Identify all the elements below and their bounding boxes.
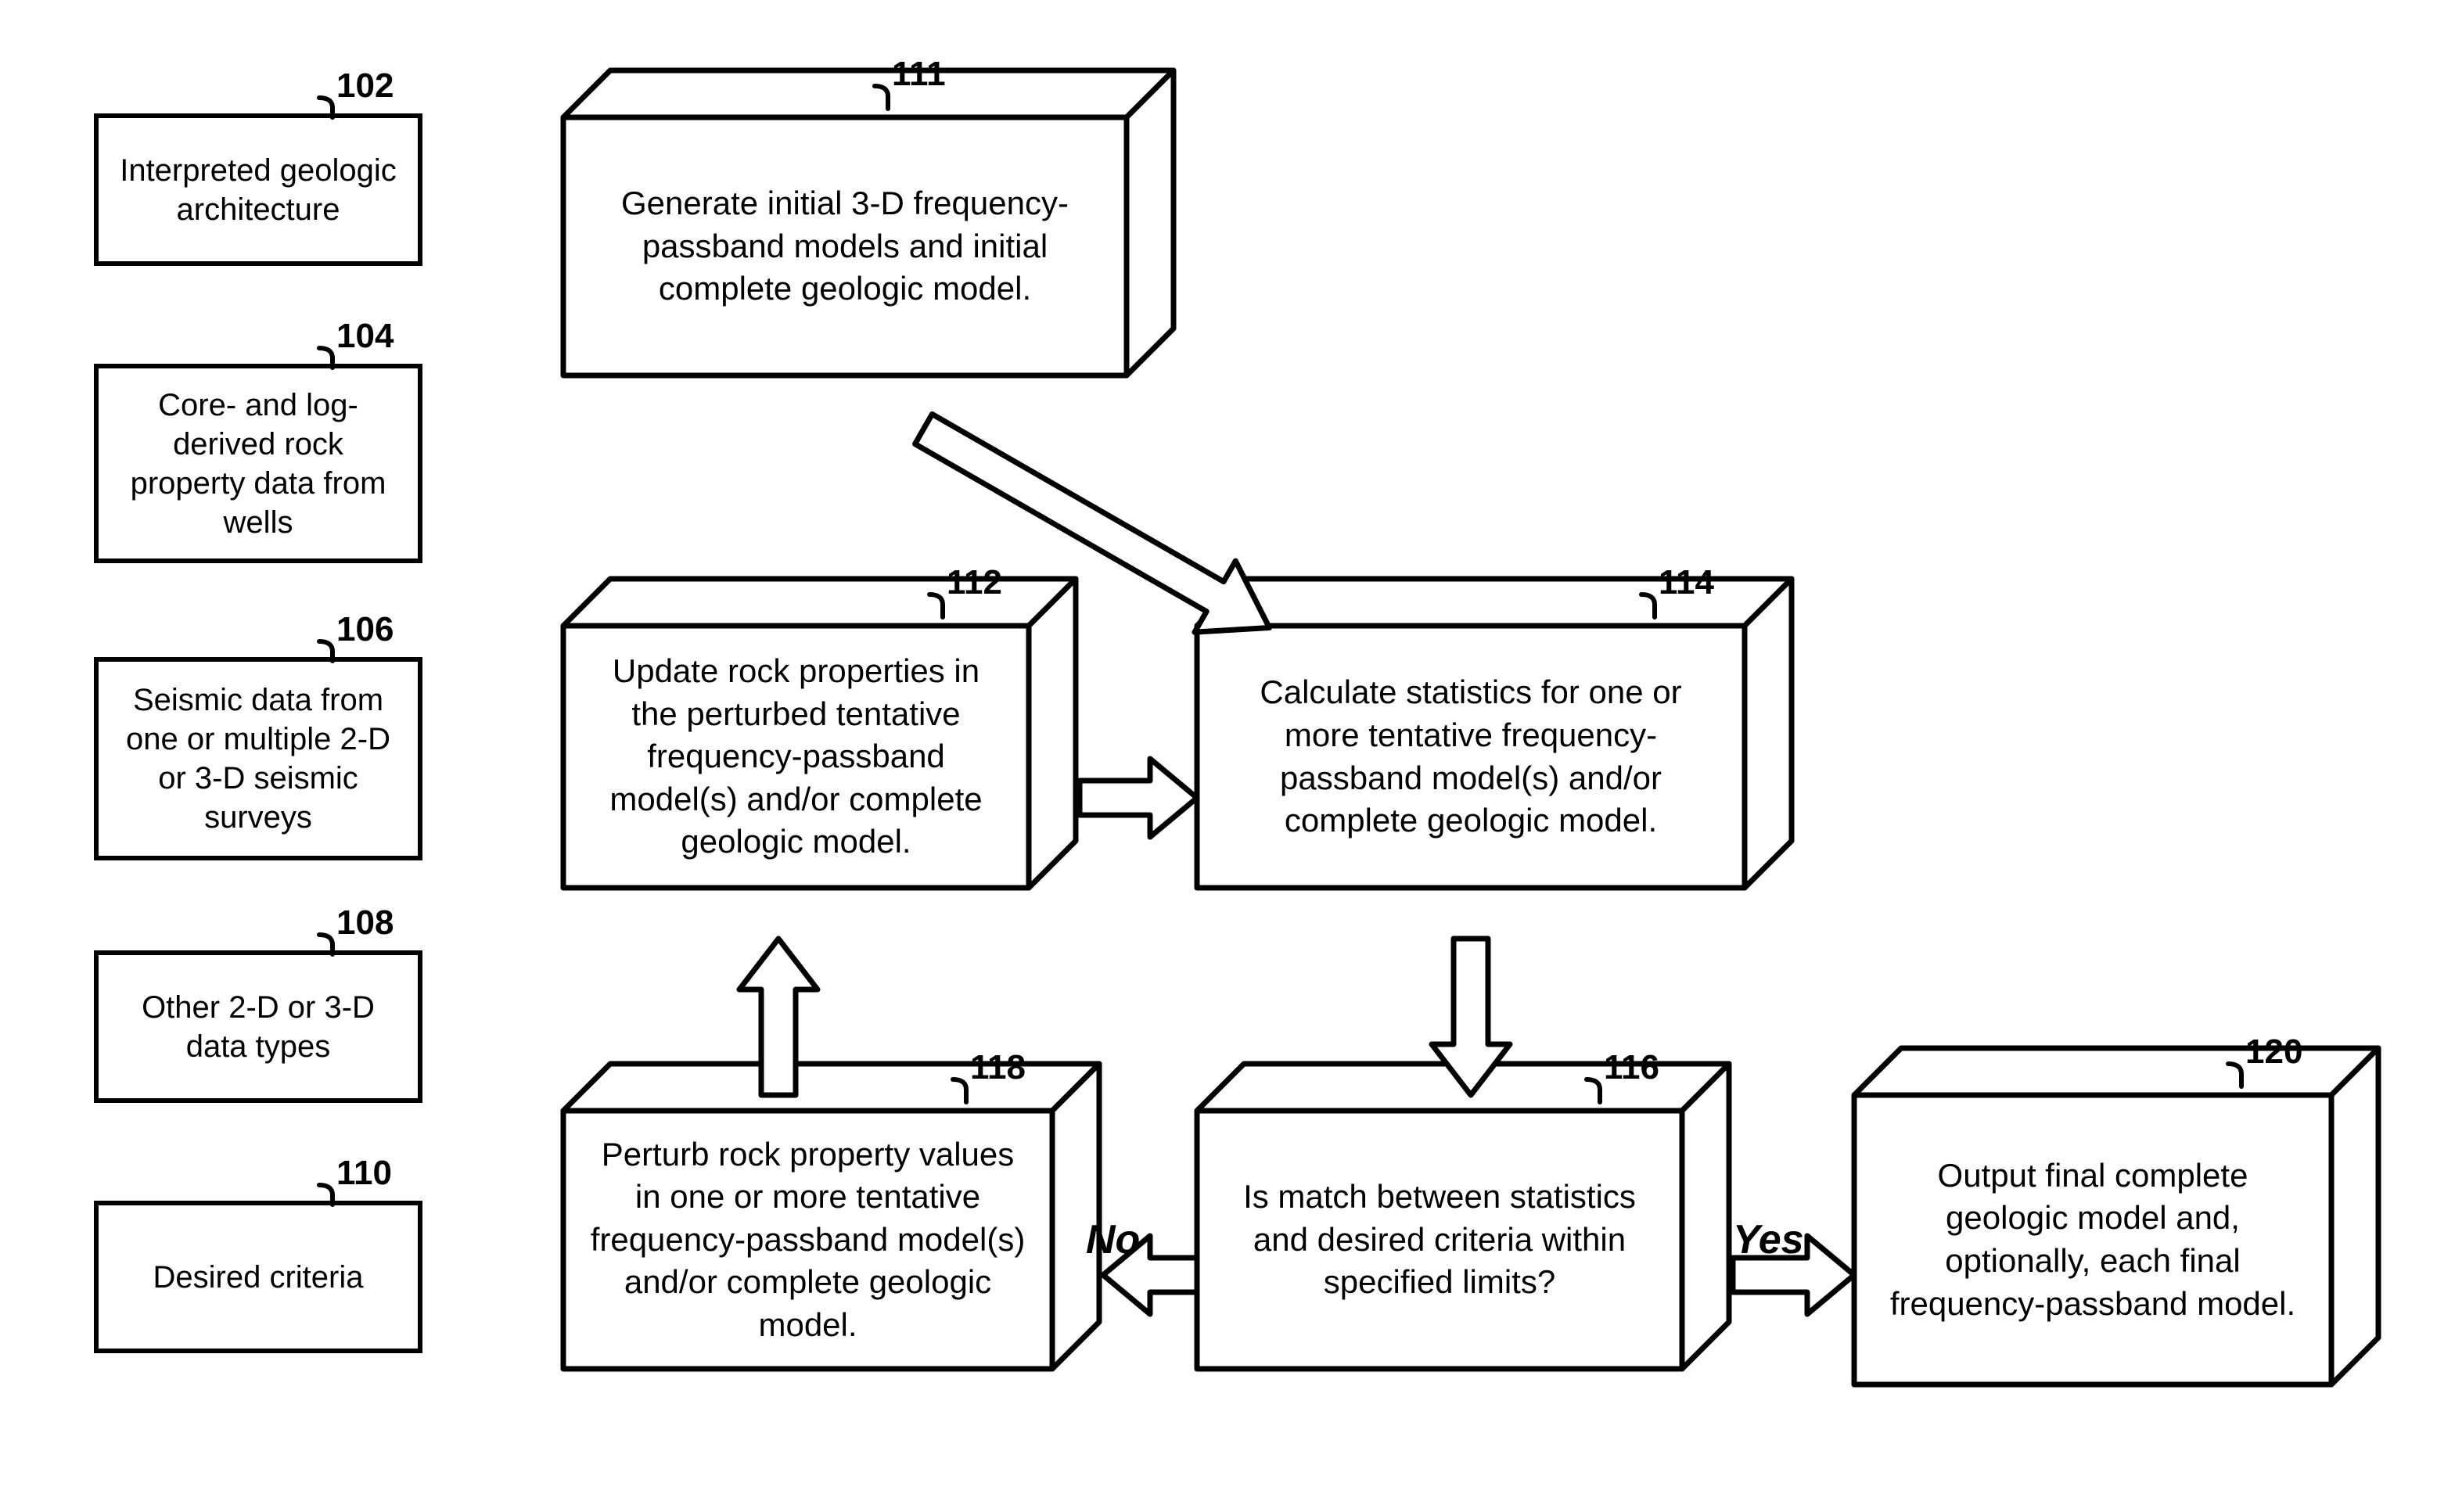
process-box-text: Is match between statistics and desired … <box>1224 1176 1655 1304</box>
arrow-label-yes: Yes <box>1733 1216 1804 1263</box>
input-box-102: Interpreted geologic architecture <box>94 113 422 266</box>
process-box-text: Update rock properties in the perturbed … <box>590 650 1002 864</box>
process-box-116: Is match between statistics and desired … <box>1197 1064 1729 1369</box>
input-box-108: Other 2-D or 3-D data types <box>94 950 422 1103</box>
input-box-text: Other 2-D or 3-D data types <box>117 988 399 1066</box>
input-box-text: Desired criteria <box>153 1258 364 1297</box>
process-box-111: Generate initial 3-D frequency-passband … <box>563 70 1174 375</box>
input-box-110: Desired criteria <box>94 1201 422 1353</box>
input-box-text: Interpreted geologic architecture <box>117 151 399 229</box>
input-box-106: Seismic data from one or multiple 2-D or… <box>94 657 422 860</box>
process-box-text: Generate initial 3-D frequency-passband … <box>590 182 1100 311</box>
input-box-104: Core- and log-derived rock property data… <box>94 364 422 563</box>
input-box-text: Core- and log-derived rock property data… <box>117 386 399 542</box>
process-box-120: Output final complete geologic model and… <box>1854 1048 2378 1385</box>
arrow <box>875 380 1318 677</box>
arrow <box>1424 931 1518 1103</box>
process-box-text: Output final complete geologic model and… <box>1881 1155 2305 1325</box>
process-box-text: Perturb rock property values in one or m… <box>590 1133 1026 1347</box>
arrow <box>1072 751 1205 845</box>
input-box-text: Seismic data from one or multiple 2-D or… <box>117 681 399 837</box>
process-box-text: Calculate statistics for one or more ten… <box>1224 671 1718 842</box>
process-box-118: Perturb rock property values in one or m… <box>563 1064 1099 1369</box>
arrow <box>731 931 825 1103</box>
arrow-label-no: No <box>1086 1216 1140 1263</box>
